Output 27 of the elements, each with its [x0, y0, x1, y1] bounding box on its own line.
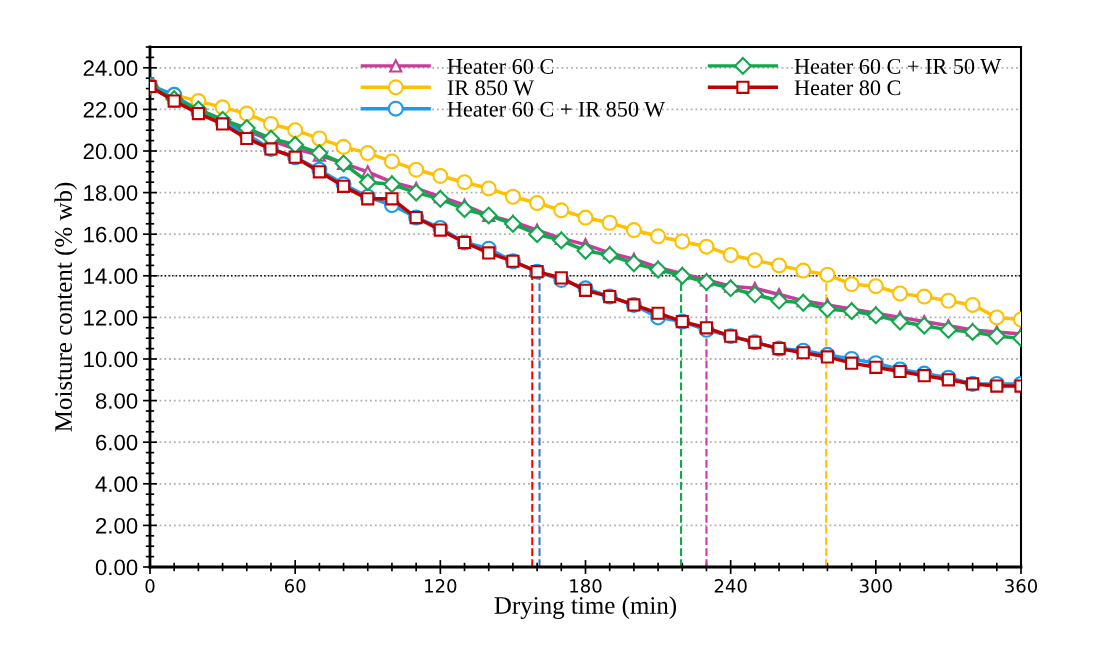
x-axis-title: Drying time (min)	[494, 596, 677, 620]
x-tick-label: 360	[1005, 579, 1038, 593]
y-tick-label: 20.00	[83, 143, 138, 160]
x-tick-label: 180	[570, 579, 602, 593]
legend-label: Heater 60 C + IR 850 W	[447, 101, 666, 117]
y-tick-label: 2.00	[96, 517, 138, 534]
legend-label: Heater 60 C + IR 50 W	[794, 58, 1002, 74]
y-axis-title: Moisture content (% wb)	[54, 182, 78, 432]
x-tick-label: 240	[714, 579, 747, 593]
legend-label: IR 850 W	[447, 80, 535, 96]
x-tick-label: 60	[284, 579, 306, 593]
y-tick-label: 6.00	[96, 434, 138, 451]
y-tick-label: 0.00	[95, 559, 138, 576]
y-tick-label: 4.00	[95, 476, 138, 493]
y-tick-label: 8.00	[95, 393, 138, 409]
x-tick-label: 120	[425, 579, 457, 593]
x-tick-label: 0	[145, 579, 155, 593]
legend-label: Heater 80 C	[794, 80, 901, 96]
y-tick-label: 12.00	[84, 309, 138, 326]
y-tick-label: 16.00	[84, 226, 138, 243]
y-tick-label: 22.00	[83, 101, 138, 118]
x-tick-label: 300	[859, 579, 892, 593]
y-tick-label: 10.00	[84, 351, 138, 368]
legend-label: Heater 60 C	[447, 58, 554, 74]
y-tick-label: 18.00	[84, 185, 138, 201]
y-tick-label: 24.00	[83, 60, 138, 77]
y-tick-label: 14.00	[84, 268, 138, 285]
